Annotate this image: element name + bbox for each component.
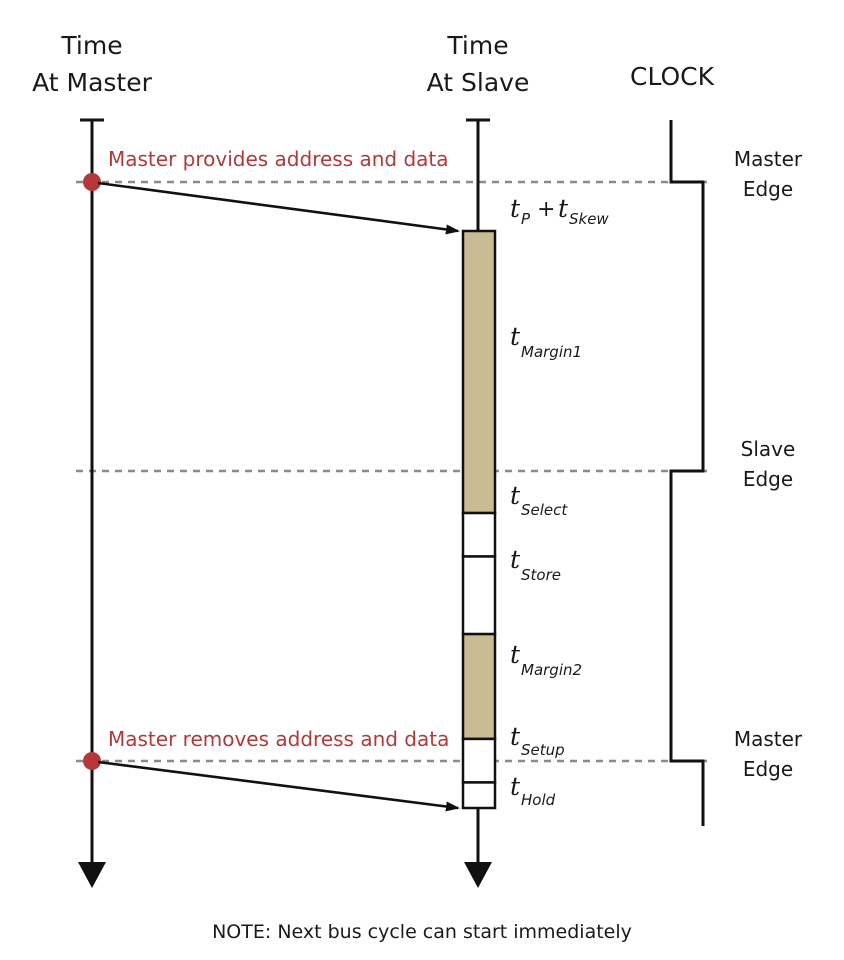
master-provides-label: Master provides address and data (108, 147, 449, 171)
tskew-main: t (558, 194, 569, 223)
segment-margin2 (461, 632, 497, 741)
tp-plus-tskew-label: t P + t Skew (510, 194, 609, 228)
footer-note: NOTE: Next bus cycle can start immediate… (212, 921, 632, 943)
thold-label: t Hold (510, 772, 556, 809)
master-removes-label: Master removes address and data (108, 727, 449, 751)
clock-header: CLOCK (630, 62, 715, 91)
tstore-sub: Store (521, 566, 561, 584)
first-master-edge-label-line2: Edge (743, 177, 793, 201)
slave-time-axis (464, 118, 492, 888)
slave-edge-label-line2: Edge (743, 467, 793, 491)
master-removes-event-dot (83, 752, 101, 770)
slave-timing-bar (461, 229, 497, 810)
second-master-edge-label-line2: Edge (743, 757, 793, 781)
tp-main: t (510, 194, 521, 223)
tmargin1-label: t Margin1 (510, 322, 582, 361)
tstore-label: t Store (510, 545, 561, 584)
master-time-header-line2: At Master (32, 68, 153, 97)
thold-main: t (510, 772, 521, 801)
tstore-main: t (510, 545, 521, 574)
slave-edge-label-line1: Slave (741, 437, 796, 461)
slave-time-header-line1: Time (446, 31, 508, 60)
tsetup-sub: Setup (521, 741, 565, 759)
tselect-main: t (510, 481, 521, 510)
slave-axis-arrowhead (464, 862, 492, 888)
tp-plus: + (537, 197, 555, 222)
second-master-edge-label-line1: Master (734, 727, 803, 751)
tsetup-label: t Setup (510, 722, 565, 759)
propagation-arrow-removes (97, 760, 460, 812)
segment-margin1 (461, 229, 497, 515)
segment-setup (461, 737, 497, 784)
master-time-axis (78, 118, 106, 888)
segment-hold (461, 781, 497, 810)
first-master-edge-label-line1: Master (734, 147, 803, 171)
tskew-sub: Skew (569, 210, 609, 228)
tmargin2-label: t Margin2 (510, 640, 582, 679)
clock-waveform (669, 120, 705, 826)
tp-sub: P (521, 210, 531, 228)
master-provides-event-dot (83, 173, 101, 191)
master-time-header-line1: Time (60, 31, 122, 60)
tsetup-main: t (510, 722, 521, 751)
tmargin2-sub: Margin2 (521, 661, 582, 679)
tmargin1-main: t (510, 322, 521, 351)
tmargin1-sub: Margin1 (521, 343, 582, 361)
tselect-sub: Select (521, 501, 568, 519)
segment-select (461, 511, 497, 558)
tselect-label: t Select (510, 481, 568, 519)
segment-store (461, 555, 497, 636)
thold-sub: Hold (521, 791, 556, 809)
master-axis-arrowhead (78, 862, 106, 888)
tmargin2-main: t (510, 640, 521, 669)
slave-time-header-line2: At Slave (427, 68, 530, 97)
propagation-arrow-provides (97, 181, 460, 235)
